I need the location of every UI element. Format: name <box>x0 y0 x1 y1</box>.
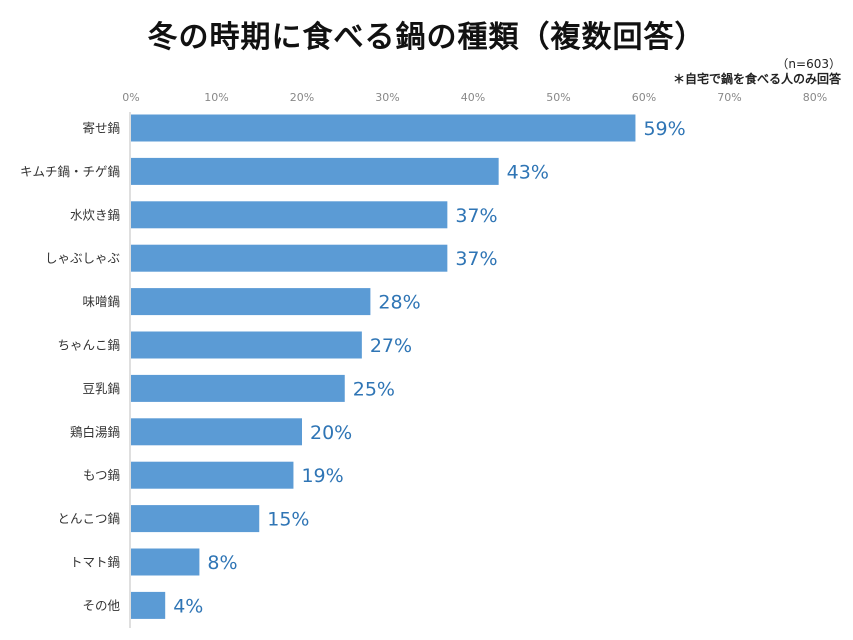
category-label: 水炊き鍋 <box>70 207 120 222</box>
category-label: キムチ鍋・チゲ鍋 <box>20 164 120 179</box>
x-tick-label: 10% <box>204 91 228 104</box>
x-tick-label: 60% <box>632 91 656 104</box>
bar <box>131 331 362 359</box>
x-tick-label: 50% <box>546 91 570 104</box>
bar <box>131 288 371 316</box>
bar <box>131 157 499 185</box>
data-label: 4% <box>173 595 203 617</box>
category-label: 鶏白湯鍋 <box>70 424 120 439</box>
data-label: 15% <box>267 509 309 531</box>
category-label: 寄せ鍋 <box>82 121 120 136</box>
bar <box>131 461 294 489</box>
category-label: とんこつ鍋 <box>57 511 120 526</box>
category-label: 豆乳鍋 <box>82 381 120 396</box>
bar <box>131 505 260 533</box>
footnote: ＊自宅で鍋を食べる人のみ回答 <box>672 72 841 86</box>
sample-size: （n=603） <box>776 57 841 71</box>
category-label: トマト鍋 <box>70 555 120 570</box>
category-label: しゃぶしゃぶ <box>45 251 120 266</box>
x-tick-label: 0% <box>122 91 139 104</box>
bar <box>131 201 448 229</box>
category-label: ちゃんこ鍋 <box>57 338 120 353</box>
x-tick-label: 30% <box>375 91 399 104</box>
data-label: 27% <box>370 335 412 357</box>
x-tick-label: 20% <box>290 91 314 104</box>
data-label: 8% <box>207 552 237 574</box>
category-label: 味噌鍋 <box>82 294 120 309</box>
x-tick-label: 40% <box>461 91 485 104</box>
bar <box>131 374 345 402</box>
data-label: 37% <box>455 248 497 270</box>
category-label: もつ鍋 <box>83 468 120 483</box>
bar <box>131 418 302 446</box>
data-label: 37% <box>455 205 497 227</box>
x-tick-label: 70% <box>717 91 741 104</box>
data-label: 25% <box>353 378 395 400</box>
category-label: その他 <box>82 598 120 613</box>
bar <box>131 548 200 576</box>
data-label: 19% <box>301 465 343 487</box>
data-label: 28% <box>378 292 420 314</box>
data-label: 59% <box>643 118 685 140</box>
data-label: 20% <box>310 422 352 444</box>
x-tick-label: 80% <box>803 91 827 104</box>
bar <box>131 591 166 619</box>
bar <box>131 114 636 142</box>
chart-title: 冬の時期に食べる鍋の種類（複数回答） <box>147 20 706 55</box>
bar <box>131 244 448 272</box>
data-label: 43% <box>507 161 549 183</box>
